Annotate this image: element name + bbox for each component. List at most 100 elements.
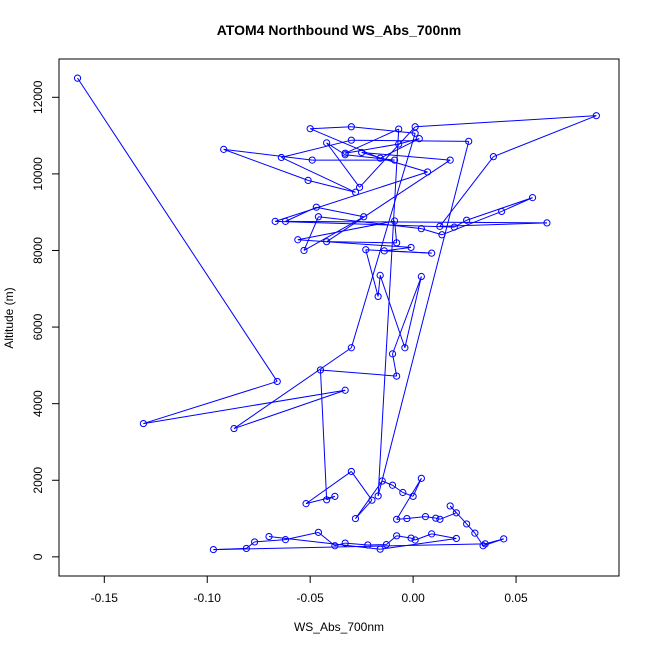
series-segment	[310, 126, 352, 130]
series-segment	[275, 220, 455, 228]
data-point	[347, 123, 355, 131]
series-segment	[143, 380, 278, 425]
data-point	[452, 509, 460, 517]
series-segment	[143, 389, 346, 425]
series-segment	[305, 495, 336, 505]
data-point	[364, 541, 372, 549]
series-segment	[359, 126, 416, 188]
data-point	[376, 271, 384, 279]
data-point	[452, 534, 460, 543]
data-point	[465, 137, 473, 145]
series-segment	[326, 159, 451, 243]
data-point	[393, 515, 401, 523]
series-segment	[320, 369, 397, 377]
series-points	[73, 74, 600, 554]
data-point	[423, 168, 432, 176]
data-point	[351, 188, 360, 196]
series-segment	[396, 518, 407, 520]
data-point	[390, 217, 399, 225]
data-point	[341, 539, 349, 547]
data-point	[438, 231, 446, 239]
x-tick-label: -0.15	[91, 591, 119, 605]
data-point	[407, 534, 415, 542]
data-point	[271, 217, 279, 225]
data-point	[409, 492, 417, 500]
data-point	[395, 140, 403, 148]
data-point	[323, 496, 331, 504]
data-point	[417, 225, 425, 233]
series-segment	[326, 241, 397, 244]
data-point	[376, 154, 384, 162]
series-segment	[285, 220, 547, 224]
data-point	[415, 135, 423, 143]
data-point	[498, 207, 506, 216]
series-segment	[351, 126, 416, 134]
data-point	[351, 514, 360, 523]
series-segment	[318, 216, 422, 230]
y-tick-label: 2000	[31, 467, 45, 494]
data-point	[407, 243, 415, 252]
data-point	[399, 488, 407, 497]
data-point	[380, 247, 388, 255]
data-point	[304, 176, 312, 184]
data-point	[471, 529, 479, 537]
data-point	[358, 148, 366, 157]
series-segment	[431, 533, 457, 539]
data-point	[341, 386, 349, 394]
data-point	[374, 492, 382, 500]
data-point	[341, 151, 349, 159]
series-segment	[493, 115, 597, 158]
series-segment	[361, 151, 428, 173]
data-point	[446, 502, 454, 510]
series-segment	[297, 220, 395, 241]
y-tick-label: 0	[31, 553, 45, 560]
x-tick-label: 0.00	[401, 591, 425, 605]
x-tick-label: -0.10	[194, 591, 222, 605]
data-point	[411, 123, 419, 131]
series-segment	[223, 148, 313, 161]
series-segment	[275, 171, 428, 222]
series-segment	[392, 484, 404, 493]
series-segment	[382, 480, 393, 486]
data-point	[543, 219, 551, 227]
series-segment	[392, 276, 422, 355]
data-point	[463, 520, 471, 528]
data-point	[428, 249, 436, 257]
series-segment	[396, 478, 422, 520]
data-point	[411, 536, 419, 544]
data-point	[73, 74, 82, 82]
y-tick-label: 4000	[31, 390, 45, 417]
data-point	[401, 344, 409, 352]
series-segment	[233, 347, 352, 429]
data-point	[314, 528, 323, 536]
data-point	[300, 246, 308, 255]
data-point	[450, 223, 458, 231]
data-point	[500, 535, 508, 543]
series-segment	[386, 535, 397, 545]
data-point	[209, 545, 218, 554]
series-segment	[384, 246, 412, 252]
data-point	[592, 112, 600, 120]
data-point	[273, 377, 281, 386]
series-segment	[345, 154, 395, 161]
y-tick-label: 12000	[31, 80, 45, 114]
plot-frame	[58, 58, 620, 577]
series-segment	[365, 249, 379, 297]
series-segment	[326, 142, 360, 188]
data-point	[378, 477, 386, 485]
data-point	[403, 514, 411, 523]
data-point	[489, 153, 498, 161]
data-point	[306, 125, 314, 133]
data-point	[428, 530, 436, 538]
data-point	[316, 366, 325, 374]
series-segment	[396, 535, 412, 539]
series-segment	[361, 151, 451, 161]
series-segment	[281, 156, 356, 193]
series-segment	[380, 537, 457, 550]
data-point	[312, 203, 320, 211]
series-segment	[345, 143, 399, 154]
series-segment	[379, 275, 406, 348]
y-tick-label: 6000	[31, 313, 45, 340]
data-point	[242, 544, 250, 553]
